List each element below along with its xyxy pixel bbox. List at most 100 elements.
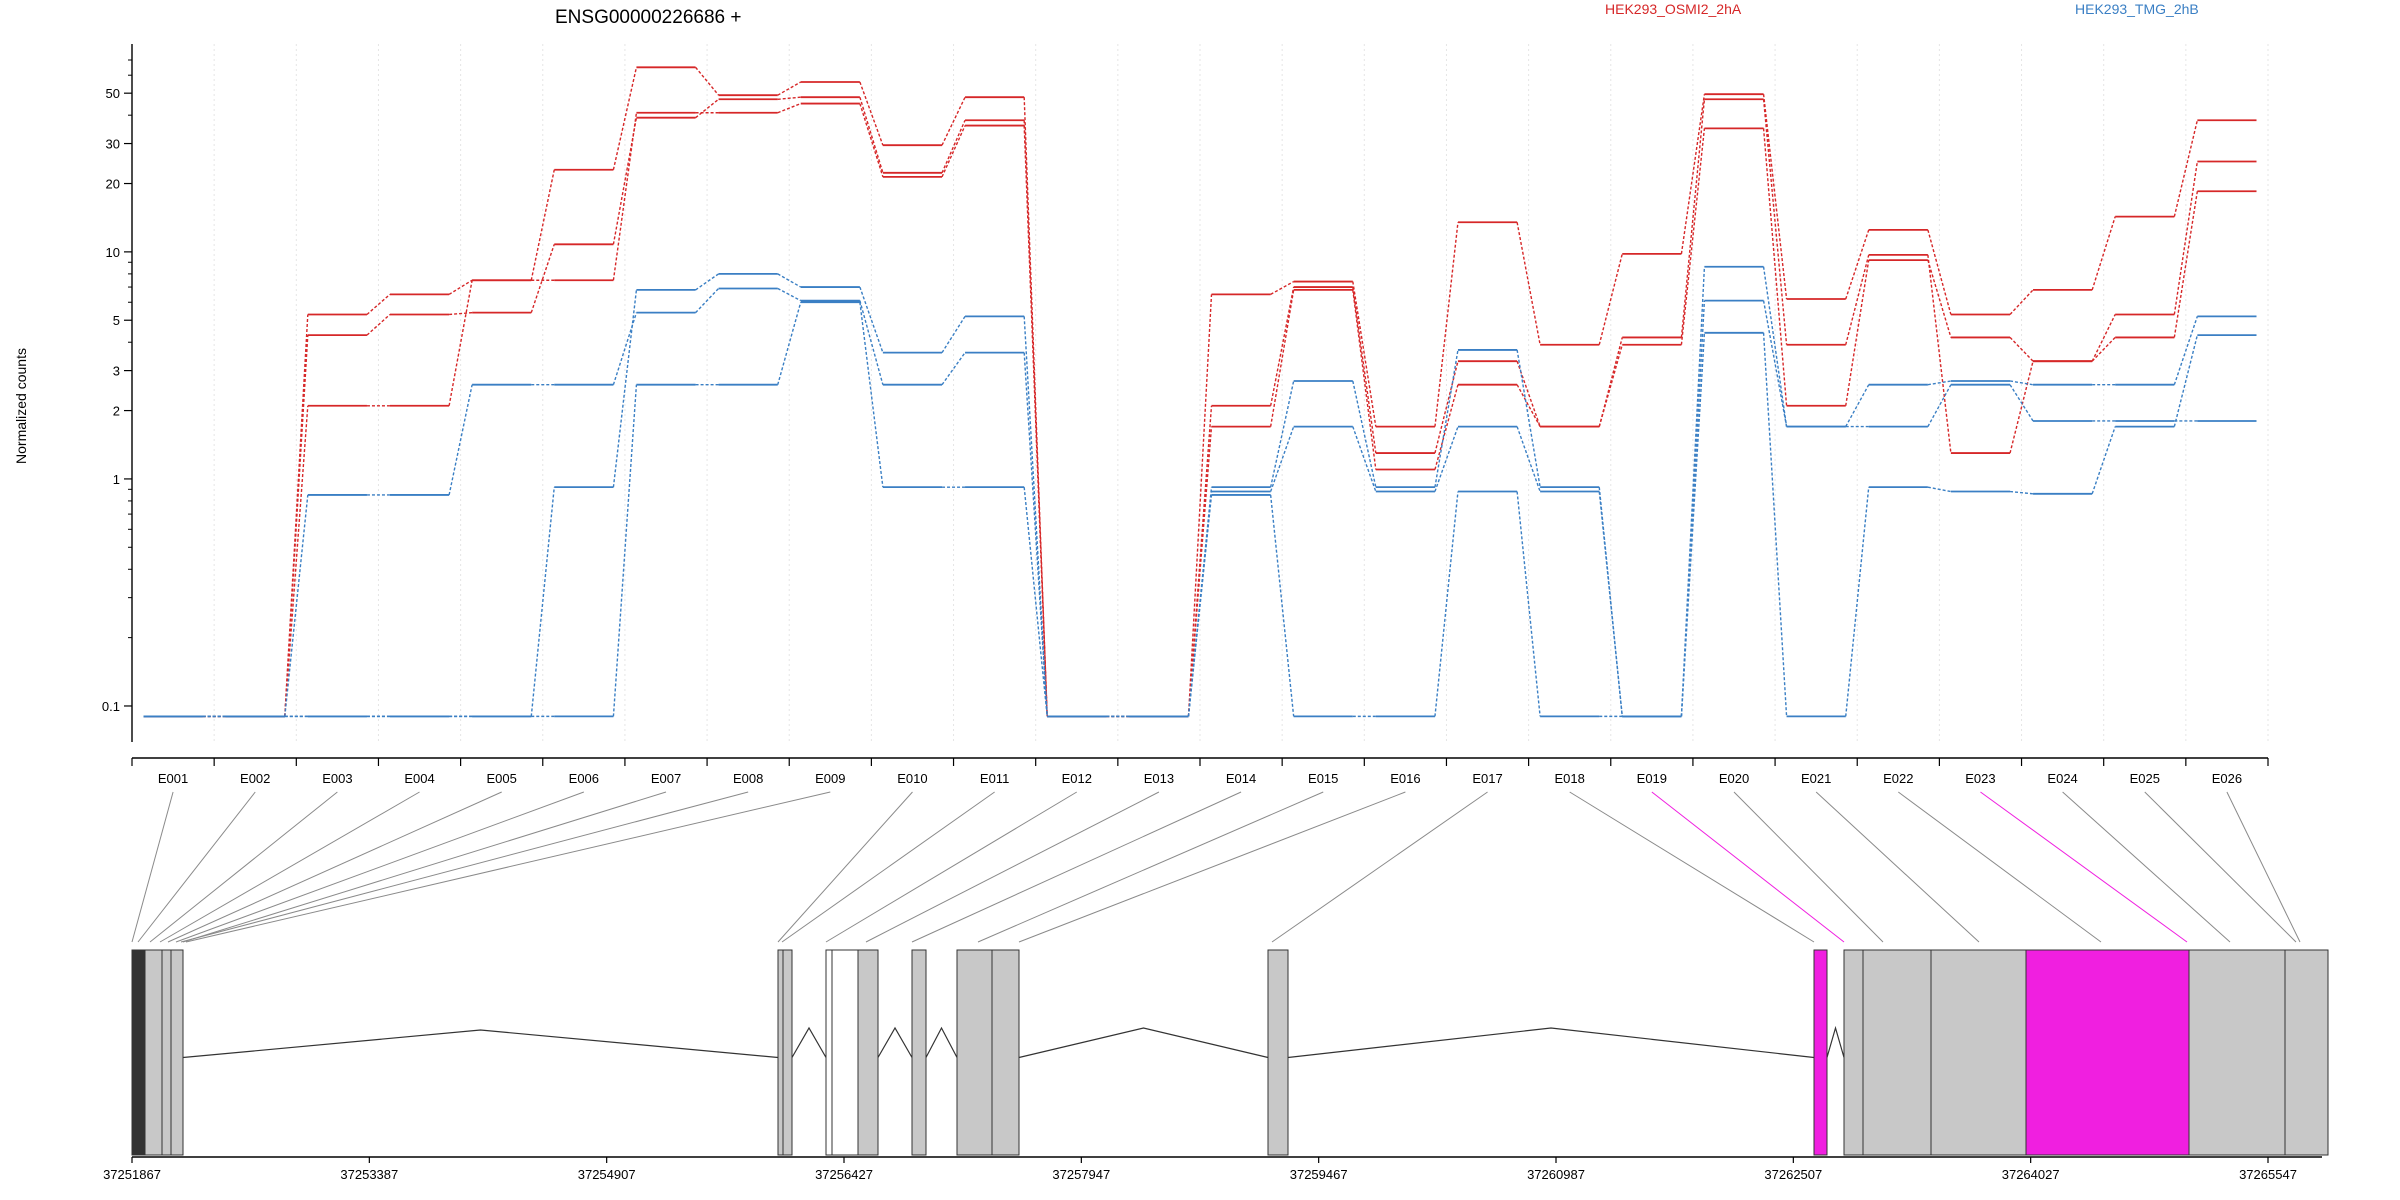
connector-segment xyxy=(777,102,801,114)
y-tick-label: 0.1 xyxy=(102,699,120,714)
exon-block xyxy=(1930,949,2027,1156)
series-6 xyxy=(143,301,2257,718)
exon-label-E024: E024 xyxy=(2047,771,2077,786)
connector-segment xyxy=(1187,494,1213,717)
connector-segment xyxy=(1762,300,1788,427)
exon-connector-E006 xyxy=(175,791,585,943)
y-tick-label: 20 xyxy=(106,177,120,192)
genomic-tick-label: 37262507 xyxy=(1764,1167,1822,1182)
connector-segment xyxy=(941,96,966,146)
exon-label-E012: E012 xyxy=(1062,771,1092,786)
exon-connector-E013 xyxy=(865,791,1160,943)
exon-label-E021: E021 xyxy=(1801,771,1831,786)
exon-label-E002: E002 xyxy=(240,771,270,786)
exon-block xyxy=(956,949,993,1156)
y-tick-label: 50 xyxy=(106,86,120,101)
exon-block xyxy=(1813,949,1828,1156)
exon-label-E022: E022 xyxy=(1883,771,1913,786)
connector-segment xyxy=(366,313,391,336)
genomic-tick-label: 37260987 xyxy=(1527,1167,1585,1182)
exon-label-E023: E023 xyxy=(1965,771,1995,786)
exon-connector-E021 xyxy=(1815,791,1980,943)
y-tick-label: 1 xyxy=(113,472,120,487)
chart-title: ENSG00000226686 + xyxy=(555,7,741,28)
legend-item-tmg: HEK293_TMG_2hB xyxy=(2075,1,2199,17)
connector-segment xyxy=(2009,380,2034,386)
exon-block xyxy=(2025,949,2190,1156)
exon-block xyxy=(131,949,142,1156)
connector-segment xyxy=(777,81,802,96)
connector-segment xyxy=(1269,380,1295,488)
exon-connector-E005 xyxy=(167,791,502,943)
connector-segment xyxy=(284,405,309,717)
intron-line xyxy=(877,1026,913,1058)
connector-segment xyxy=(448,280,473,406)
intron-line xyxy=(925,1026,958,1058)
connector-segment xyxy=(1352,281,1377,427)
connector-segment xyxy=(2091,336,2116,362)
exon-label-E015: E015 xyxy=(1308,771,1338,786)
connector-segment xyxy=(941,125,966,178)
connector-segment xyxy=(612,112,638,281)
connector-segment xyxy=(1516,384,1541,427)
exon-label-E008: E008 xyxy=(733,771,763,786)
connector-segment xyxy=(1270,280,1294,295)
connector-segment xyxy=(1269,286,1295,406)
connector-segment xyxy=(2009,336,2034,362)
connector-segment xyxy=(1680,300,1706,717)
exon-connector-E024 xyxy=(2062,791,2231,943)
exon-block xyxy=(1267,949,1289,1156)
connector-segment xyxy=(612,289,638,488)
connector-segment xyxy=(695,273,719,291)
connector-segment xyxy=(1845,229,1870,300)
connector-segment xyxy=(777,302,802,385)
connector-segment xyxy=(366,293,391,316)
exon-connector-E015 xyxy=(977,791,1324,943)
exon-connector-E023 xyxy=(1980,791,2188,943)
connector-segment xyxy=(449,311,473,316)
intron-line xyxy=(791,1026,827,1058)
connector-segment xyxy=(284,494,309,717)
connector-segment xyxy=(2173,120,2199,217)
genomic-coordinate-axis: 37251867 37253387 37254907 37256427 37257947… xyxy=(103,1156,2322,1182)
exon-connector-E012 xyxy=(825,791,1078,943)
connector-segment xyxy=(1927,380,1951,386)
exon-connectors xyxy=(131,791,2301,943)
connector-segment xyxy=(859,300,884,385)
y-tick-label: 2 xyxy=(113,404,120,419)
connector-segment xyxy=(1680,94,1706,254)
connector-segment xyxy=(859,286,884,353)
connector-segment xyxy=(941,119,966,174)
connector-segment xyxy=(1269,426,1295,492)
exon-block xyxy=(170,949,184,1156)
y-tick-label: 10 xyxy=(106,245,120,260)
connector-segment xyxy=(1516,222,1541,345)
exon-connector-E026 xyxy=(2226,791,2301,943)
exon-connector-E004 xyxy=(159,791,420,943)
connector-segment xyxy=(1434,349,1459,488)
connector-segment xyxy=(941,352,966,386)
y-tick-label: 30 xyxy=(106,137,120,152)
exon-label-E009: E009 xyxy=(815,771,845,786)
y-axis-label: Normalized counts xyxy=(13,348,29,464)
connector-segment xyxy=(1434,384,1459,470)
connector-segment xyxy=(1516,491,1541,717)
series-1 xyxy=(143,66,2257,718)
connector-segment xyxy=(1762,99,1788,345)
exon-connector-E022 xyxy=(1898,791,2102,943)
connector-segment xyxy=(1598,344,1623,427)
genomic-tick-label: 37259467 xyxy=(1290,1167,1348,1182)
grid-lines xyxy=(131,44,2269,742)
series-lines xyxy=(143,66,2257,718)
connector-segment xyxy=(1680,128,1706,345)
exon-label-E026: E026 xyxy=(2212,771,2242,786)
exon-label-E017: E017 xyxy=(1472,771,1502,786)
exon-label-E005: E005 xyxy=(487,771,517,786)
connector-segment xyxy=(1680,332,1706,717)
connector-segment xyxy=(1845,259,1870,406)
exon-axis: E001 E002 E003 E004 E005 E006 E007 E008 E009 E010… xyxy=(131,757,2269,786)
exon-block xyxy=(1843,949,1864,1156)
connector-segment xyxy=(612,67,638,170)
